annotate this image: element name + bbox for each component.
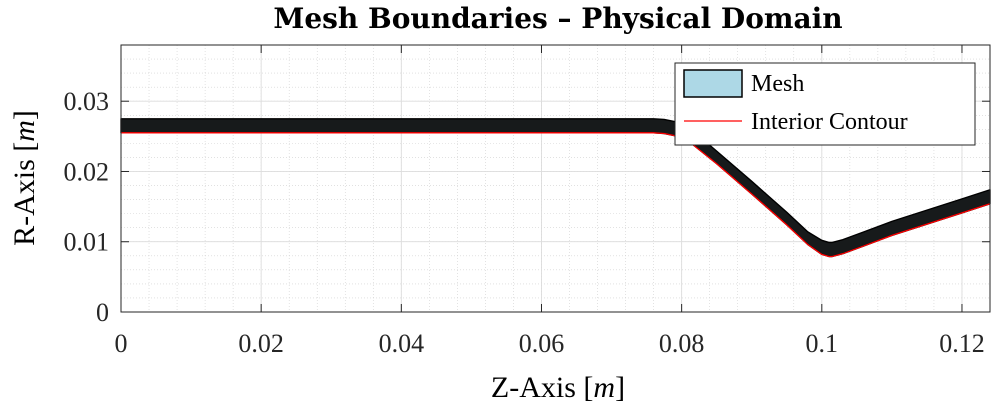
y-tick-label: 0 — [96, 298, 109, 327]
legend: Mesh Interior Contour — [674, 62, 976, 146]
x-axis-ticks: 0 0.02 0.04 0.06 0.08 0.1 0.12 — [115, 45, 985, 358]
y-tick-label: 0.02 — [64, 157, 110, 186]
x-tick-label: 0.06 — [519, 329, 565, 358]
interior-contour-line — [121, 132, 991, 258]
x-tick-label: 0.04 — [379, 329, 425, 358]
x-axis-unit: m — [593, 371, 615, 404]
legend-label-interior-contour: Interior Contour — [751, 109, 908, 135]
y-axis-label: R-Axis [m] — [8, 110, 41, 246]
x-tick-label: 0.02 — [238, 329, 284, 358]
x-tick-label: 0.1 — [806, 329, 839, 358]
axes-frame — [120, 44, 991, 313]
x-tick-label: 0.12 — [939, 329, 985, 358]
y-axis-unit: m — [8, 120, 41, 142]
x-axis-label: Z-Axis [m] — [491, 371, 625, 404]
legend-swatch-mesh — [683, 69, 743, 98]
axes-box — [120, 44, 991, 313]
y-axis-label-text: R-Axis — [8, 159, 41, 246]
y-tick-label: 0.01 — [64, 228, 110, 257]
x-tick-label: 0 — [115, 329, 128, 358]
chart-title: Mesh Boundaries – Physical Domain — [273, 2, 842, 35]
legend-label-mesh: Mesh — [751, 71, 804, 97]
x-axis-label-text: Z-Axis — [491, 371, 576, 404]
y-axis-ticks: 0 0.01 0.02 0.03 — [64, 87, 990, 327]
y-tick-label: 0.03 — [64, 87, 110, 116]
x-tick-label: 0.08 — [659, 329, 705, 358]
